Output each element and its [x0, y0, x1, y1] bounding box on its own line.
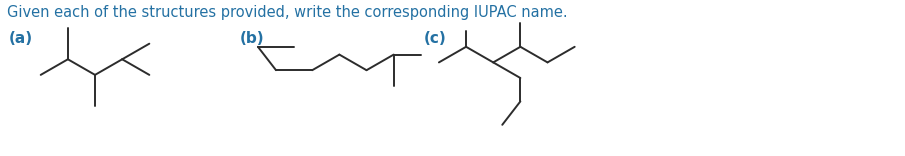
Text: (b): (b): [240, 31, 264, 46]
Text: Given each of the structures provided, write the corresponding IUPAC name.: Given each of the structures provided, w…: [7, 5, 567, 20]
Text: (a): (a): [9, 31, 33, 46]
Text: (c): (c): [424, 31, 446, 46]
